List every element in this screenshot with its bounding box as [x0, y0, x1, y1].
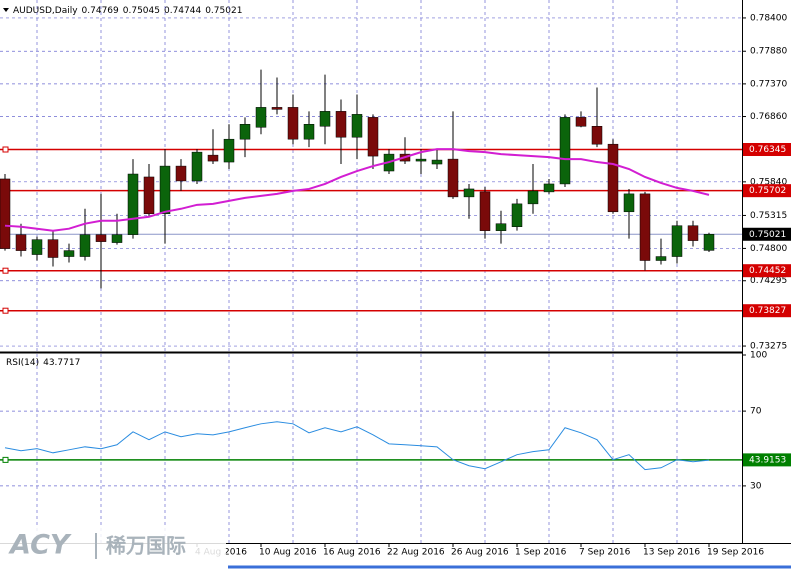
level-handle [2, 307, 9, 314]
candle-body [703, 234, 715, 251]
candle-body [223, 138, 235, 163]
rsi-header: RSI(14) 43.7717 [6, 358, 80, 368]
candle-body [159, 165, 171, 215]
y-tick-label: 0.76860 [750, 112, 787, 122]
candle-body [447, 158, 459, 198]
level-handle [2, 456, 9, 463]
level-label: 0.73827 [749, 306, 786, 316]
x-tick-label: 1 Sep 2016 [515, 548, 567, 558]
x-tick-label: 19 Sep 2016 [707, 548, 764, 558]
y-tick-label: 0.74800 [750, 244, 787, 254]
candle-body [655, 256, 667, 261]
candle-body [431, 159, 443, 165]
x-tick-label: 13 Sep 2016 [643, 548, 700, 558]
candle-body [559, 117, 571, 185]
header-field: 0.75021 [205, 6, 242, 16]
candle-body [623, 193, 635, 213]
x-tick-label: 7 Sep 2016 [579, 548, 631, 558]
x-tick-label: 26 Aug 2016 [451, 548, 509, 558]
candle-body [143, 176, 155, 215]
logo-brand: ACY [8, 530, 72, 561]
level-handle [2, 146, 9, 153]
header-field: 43.7717 [43, 358, 80, 368]
y-tick-label: 100 [750, 351, 767, 361]
y-tick-label: 0.74295 [750, 276, 787, 286]
level-label-box [743, 453, 791, 467]
candle-body [495, 223, 507, 231]
header-field: 0.74744 [164, 6, 201, 16]
x-tick-label: 22 Aug 2016 [387, 548, 445, 558]
y-tick-label: 0.75840 [750, 177, 787, 187]
candle-body [47, 239, 59, 258]
level-handle [2, 267, 9, 274]
candle-body [687, 225, 699, 241]
y-tick-label: 0.75315 [750, 211, 787, 221]
candle-body [63, 250, 75, 257]
moving-average [4, 148, 710, 232]
y-tick-label: 0.77880 [750, 47, 787, 57]
logo-chinese: 稀万国际 [106, 534, 186, 558]
candle-body [351, 114, 363, 138]
candle-body [15, 234, 27, 251]
y-tick-label: 0.78400 [750, 13, 787, 23]
level-label-box [743, 304, 791, 318]
candle-body [639, 193, 651, 261]
candle-body [367, 117, 379, 157]
menu-arrow[interactable] [3, 8, 9, 12]
x-tick-label: 16 Aug 2016 [323, 548, 381, 558]
candle-body [415, 158, 427, 162]
logo-backdrop [0, 526, 226, 570]
level-label-box [743, 143, 791, 157]
level-label: 43.9153 [749, 455, 786, 465]
header-field: RSI(14) [6, 358, 39, 368]
rsi-line [4, 421, 710, 471]
level-label-box [743, 264, 791, 278]
y-tick-label: 70 [750, 407, 762, 417]
last-price-box [743, 227, 791, 241]
candle-body [511, 203, 523, 227]
chart-header: AUDUSD,Daily 0.74769 0.75045 0.74744 0.75021 [13, 6, 242, 16]
candle-body [207, 154, 219, 162]
candle-body [31, 239, 43, 255]
header-field: AUDUSD,Daily [13, 6, 78, 16]
candle-body [303, 124, 315, 140]
candle-body [527, 190, 539, 205]
candle-body [255, 107, 267, 128]
candle-body [79, 234, 91, 257]
candle-body [671, 225, 683, 257]
level-label-box [743, 184, 791, 198]
y-tick-label: 30 [750, 481, 762, 491]
candle-body [191, 151, 203, 182]
candle-body [287, 107, 299, 140]
x-tick-label: 10 Aug 2016 [259, 548, 317, 558]
y-tick-label: 0.77370 [750, 79, 787, 89]
level-label: 0.74452 [749, 266, 786, 276]
candle-body [607, 143, 619, 213]
level-label: 0.76345 [749, 145, 786, 155]
candle-body [127, 173, 139, 235]
candle-body [271, 107, 283, 110]
y-tick-label: 0.73275 [750, 342, 787, 352]
candle-body [319, 111, 331, 127]
candle-body [543, 183, 555, 193]
candle-body [175, 165, 187, 182]
level-label: 0.75702 [749, 186, 786, 196]
candle-body [95, 234, 107, 242]
candle-body [463, 188, 475, 198]
candle-body [0, 178, 11, 249]
candle-body [111, 234, 123, 243]
candle-body [479, 191, 491, 231]
candle-body [239, 124, 251, 140]
header-field: 0.74769 [82, 6, 119, 16]
last-price-label: 0.75021 [749, 230, 786, 240]
candle-body [591, 126, 603, 145]
candle-body [335, 111, 347, 138]
candle-body [575, 117, 587, 127]
header-field: 0.75045 [123, 6, 160, 16]
